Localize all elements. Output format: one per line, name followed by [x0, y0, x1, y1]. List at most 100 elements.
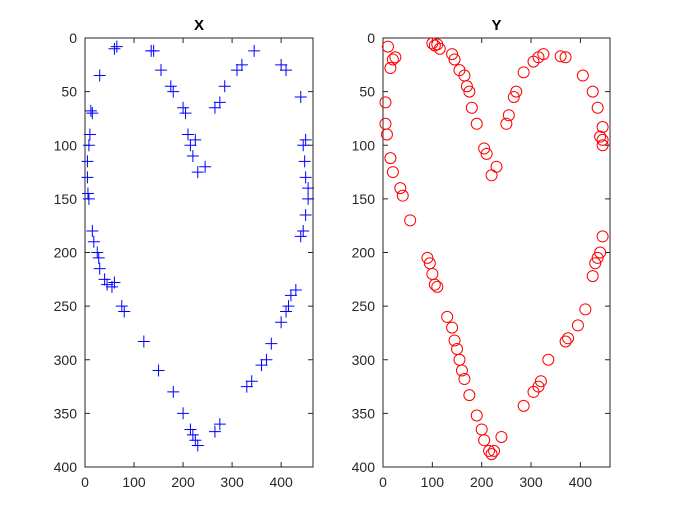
y-tick-label: 400 — [352, 459, 376, 475]
y-tick-label: 50 — [61, 84, 77, 100]
plus-marker — [81, 187, 94, 200]
circle-marker — [507, 90, 520, 103]
plus-marker — [191, 166, 204, 179]
y-tick-label: 150 — [54, 191, 78, 207]
circle-marker — [485, 169, 498, 182]
circle-marker — [554, 50, 567, 63]
plus-marker — [167, 85, 180, 98]
circle-marker — [453, 64, 466, 77]
plus-marker — [84, 104, 97, 117]
plus-marker — [92, 251, 105, 264]
plus-marker — [218, 80, 231, 93]
circle-marker — [495, 430, 508, 443]
plus-marker — [302, 192, 315, 205]
circle-marker — [384, 152, 397, 165]
circle-marker — [559, 51, 572, 64]
circle-marker — [586, 85, 599, 98]
plus-marker — [297, 139, 310, 152]
y-tick-label: 300 — [54, 352, 78, 368]
circle-marker — [404, 214, 417, 227]
circle-marker — [431, 38, 444, 51]
plus-marker — [86, 107, 99, 120]
circle-marker — [463, 389, 476, 402]
circle-marker — [470, 117, 483, 130]
plus-marker — [282, 300, 295, 313]
plus-marker — [91, 246, 104, 259]
x-tick-label: 0 — [379, 474, 387, 490]
circle-marker — [448, 334, 461, 347]
x-tick-label: 0 — [81, 474, 89, 490]
circle-marker — [455, 364, 468, 377]
plus-marker — [110, 40, 123, 53]
circle-marker — [576, 69, 589, 82]
circle-marker — [381, 40, 394, 53]
circle-marker — [483, 444, 496, 457]
plus-marker — [184, 423, 197, 436]
plus-marker — [108, 42, 121, 55]
circle-marker — [510, 85, 523, 98]
plus-marker — [177, 407, 190, 420]
plus-marker — [213, 418, 226, 431]
plus-marker — [181, 128, 194, 141]
plus-marker — [260, 353, 273, 366]
x-tick-label: 100 — [421, 474, 445, 490]
x-tick-label: 400 — [269, 474, 293, 490]
circle-marker — [446, 48, 459, 61]
circle-marker — [591, 251, 604, 264]
plus-marker — [167, 385, 180, 398]
plus-marker — [86, 225, 99, 238]
plus-marker — [289, 284, 302, 297]
plus-marker — [137, 335, 150, 348]
plus-marker — [255, 359, 268, 372]
circle-marker — [394, 182, 407, 195]
y-tick-label: 150 — [352, 191, 376, 207]
plus-marker — [155, 64, 167, 77]
plus-marker — [208, 101, 221, 114]
circle-marker — [386, 53, 399, 66]
circle-marker — [579, 303, 592, 316]
circle-marker — [571, 319, 584, 332]
circle-marker — [596, 133, 609, 146]
circle-marker — [594, 130, 607, 143]
circle-marker — [527, 55, 540, 68]
y-tick-label: 300 — [352, 352, 376, 368]
plus-marker — [245, 375, 258, 388]
y-tick-label: 0 — [69, 30, 77, 46]
circle-marker — [485, 448, 498, 461]
plus-marker — [280, 64, 293, 77]
x-tick-label: 300 — [519, 474, 543, 490]
circle-marker — [591, 101, 604, 114]
circle-marker — [534, 375, 547, 388]
circle-marker — [500, 117, 513, 130]
circle-marker — [463, 85, 476, 98]
plus-marker — [299, 171, 312, 184]
plus-marker — [299, 133, 312, 146]
axes-box — [382, 37, 611, 468]
plus-marker — [164, 80, 177, 93]
circle-marker — [428, 278, 441, 291]
plus-marker — [297, 225, 310, 238]
chart-title: X — [194, 17, 204, 34]
plus-marker — [98, 273, 111, 286]
y-tick-label: 0 — [367, 30, 375, 46]
plus-marker — [82, 192, 95, 205]
plus-marker — [213, 96, 226, 109]
y-tick-label: 400 — [54, 459, 78, 475]
plus-marker — [284, 289, 297, 302]
y-tick-label: 350 — [54, 405, 78, 421]
circle-marker — [470, 409, 483, 422]
plus-marker — [147, 44, 160, 57]
plus-marker — [177, 101, 190, 114]
x-tick-label: 300 — [220, 474, 244, 490]
circle-marker — [448, 53, 461, 66]
plus-marker — [275, 58, 288, 71]
circle-marker — [478, 142, 491, 155]
plus-marker — [248, 44, 261, 57]
circle-marker — [458, 373, 471, 386]
circle-marker — [589, 257, 602, 270]
circle-marker — [596, 139, 609, 152]
plus-marker — [302, 182, 315, 195]
y-tick-label: 200 — [352, 245, 376, 261]
circle-marker — [480, 147, 493, 160]
